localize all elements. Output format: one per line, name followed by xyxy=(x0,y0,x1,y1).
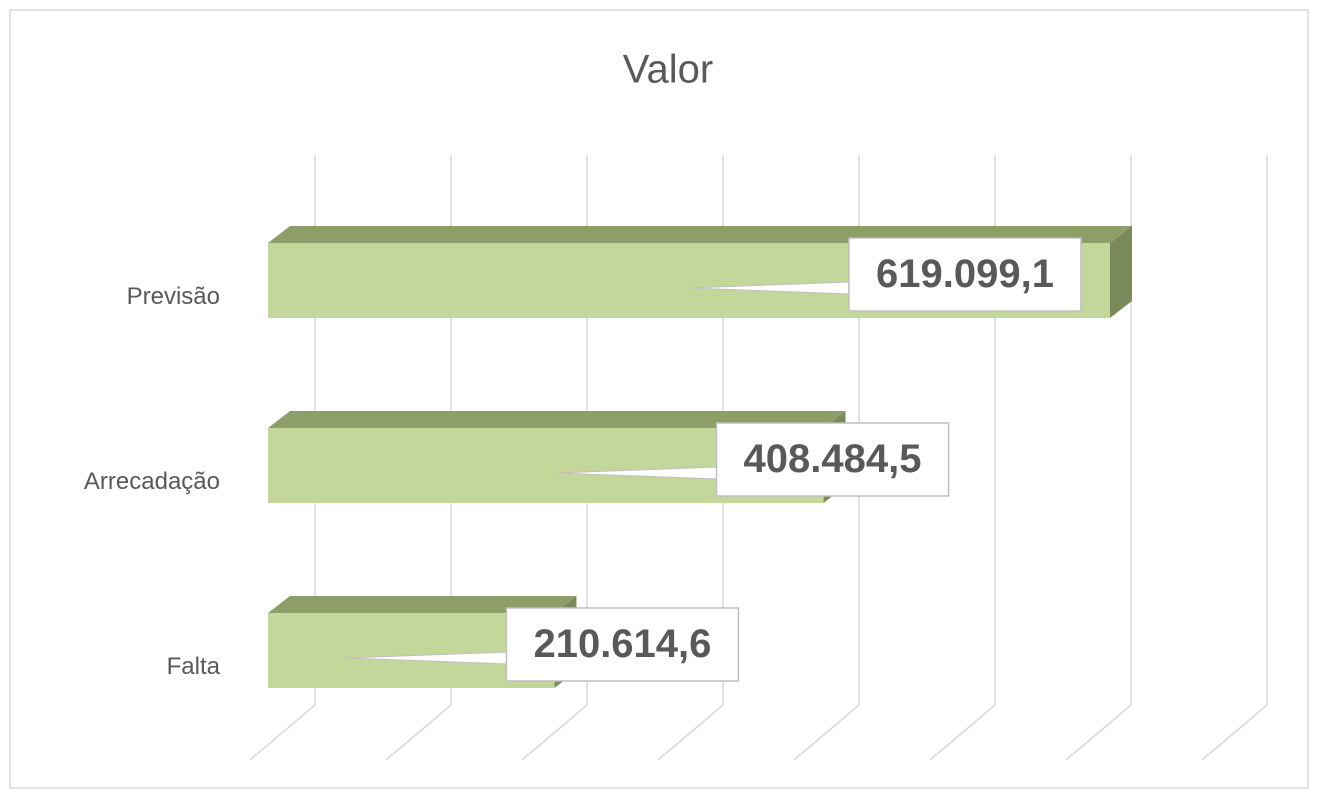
data-label: 619.099,1 xyxy=(876,252,1054,296)
chart-title: Valor xyxy=(623,48,713,92)
bar-top xyxy=(268,596,577,613)
y-tick-label: Previsão xyxy=(127,283,220,310)
floor-line xyxy=(1065,704,1132,761)
y-tick-label: Arrecadação xyxy=(84,468,220,495)
bar-side xyxy=(1109,226,1132,318)
data-label-box xyxy=(505,607,740,682)
floor-line xyxy=(793,704,860,761)
floor-line xyxy=(1201,704,1268,761)
data-label-box xyxy=(715,422,950,497)
data-label: 210.614,6 xyxy=(533,622,711,666)
floor-line xyxy=(521,704,588,761)
floor-line xyxy=(385,704,452,761)
bar-top xyxy=(268,411,846,428)
y-tick-label: Falta xyxy=(167,653,221,680)
data-label-box xyxy=(848,237,1082,312)
floor-line xyxy=(929,704,996,761)
floor-line xyxy=(249,704,316,761)
floor-line xyxy=(657,704,724,761)
data-label: 408.484,5 xyxy=(744,437,922,481)
